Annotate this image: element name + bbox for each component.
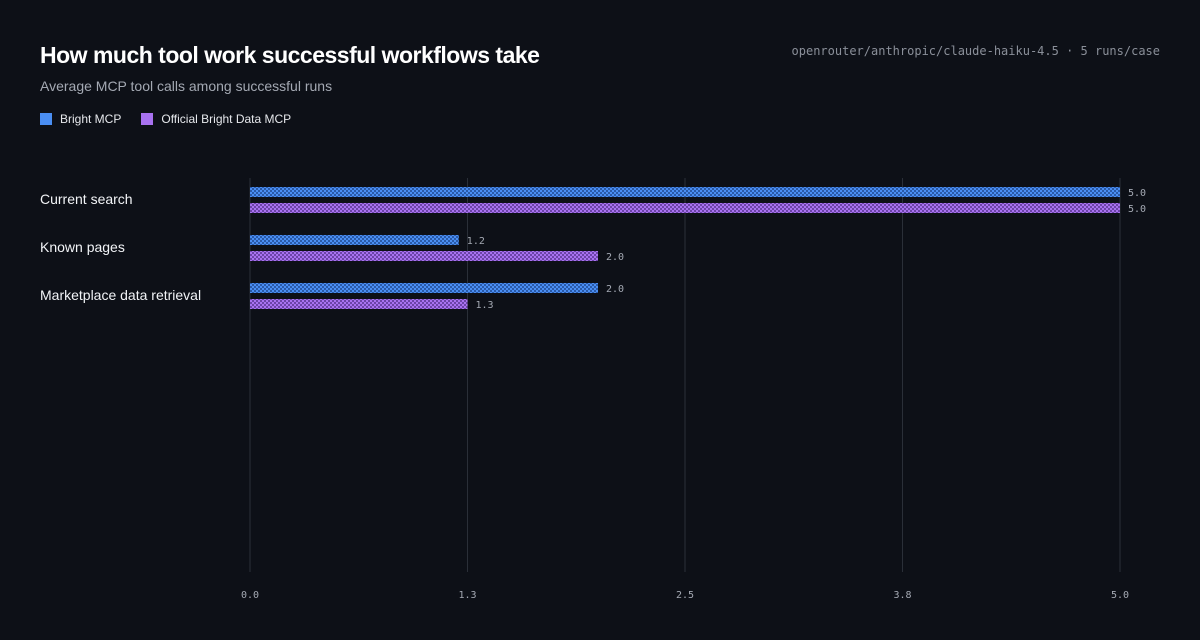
bar [250,251,598,261]
x-tick-label: 2.5 [676,590,694,601]
bar [250,299,468,309]
bar [250,235,459,245]
data-label: 2.0 [606,284,624,295]
chart-subtitle: Average MCP tool calls among successful … [40,78,333,94]
legend-item-bright-mcp: Bright MCP [40,112,121,126]
data-label: 1.3 [476,300,494,311]
legend-item-official-bright-data-mcp: Official Bright Data MCP [141,112,291,126]
x-tick-label: 5.0 [1111,590,1129,601]
chart-title: How much tool work successful workflows … [40,42,540,68]
x-tick-label: 1.3 [458,590,476,601]
legend-swatch-official-bright-data-mcp [141,113,154,125]
category-label: Current search [40,191,133,207]
legend-label-bright-mcp: Bright MCP [60,112,122,126]
legend-label-official-bright-data-mcp: Official Bright Data MCP [161,112,292,126]
data-label: 5.0 [1128,188,1146,199]
bar [250,187,1120,197]
data-label: 1.2 [467,236,485,247]
data-label: 5.0 [1128,204,1146,215]
x-tick-label: 3.8 [893,590,911,601]
legend: Bright MCP Official Bright Data MCP [40,112,291,126]
bar [250,283,598,293]
data-label: 2.0 [606,252,624,263]
model-run-info: openrouter/anthropic/claude-haiku-4.5 · … [791,44,1160,58]
x-tick-label: 0.0 [241,590,259,601]
bar [250,203,1120,213]
category-label: Marketplace data retrieval [40,287,201,303]
category-label: Known pages [40,239,125,255]
legend-swatch-bright-mcp [40,113,52,125]
